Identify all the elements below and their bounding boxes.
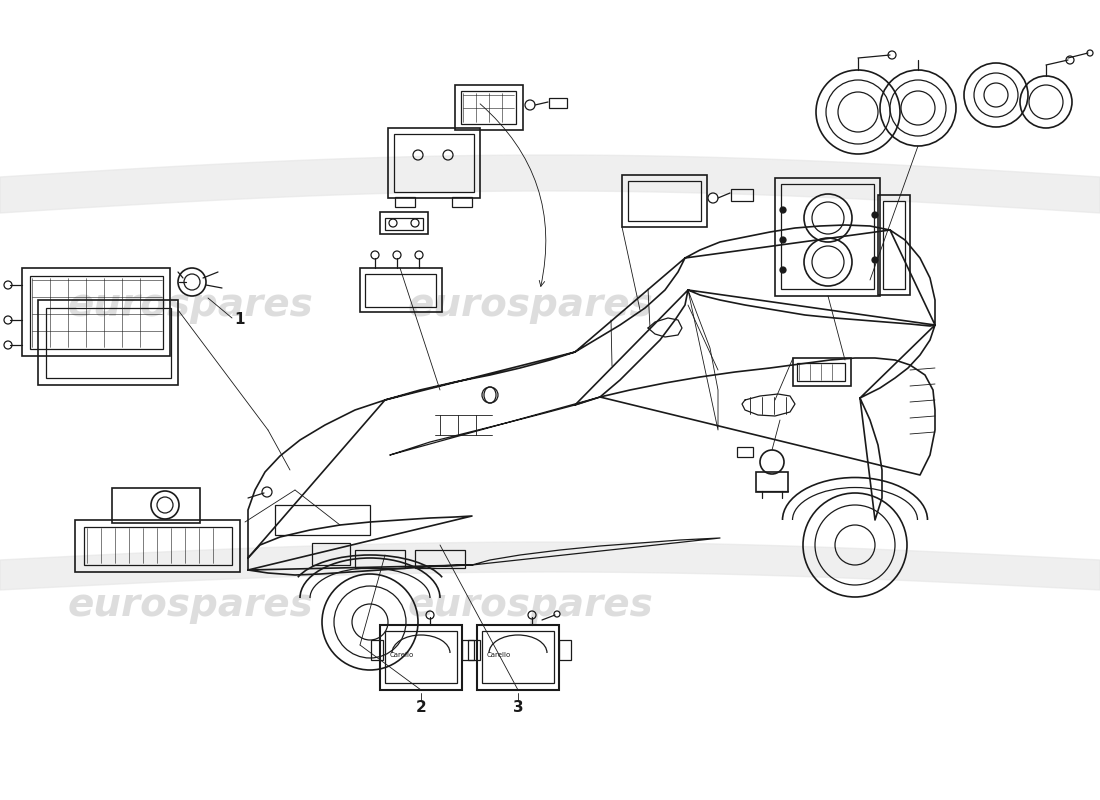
Bar: [371, 640, 383, 660]
Text: Carello: Carello: [389, 652, 414, 658]
Bar: [878, 195, 910, 295]
Bar: [112, 488, 200, 523]
Bar: [379, 625, 462, 690]
Bar: [360, 268, 442, 312]
Bar: [22, 268, 170, 356]
Bar: [84, 527, 232, 565]
Bar: [355, 550, 405, 568]
Bar: [621, 175, 707, 227]
Bar: [312, 543, 350, 565]
Bar: [385, 218, 424, 230]
Bar: [39, 300, 178, 385]
Bar: [461, 91, 516, 124]
Bar: [559, 640, 571, 660]
Bar: [756, 472, 788, 492]
Text: 1: 1: [234, 313, 245, 327]
Bar: [883, 201, 905, 289]
Bar: [415, 550, 465, 568]
Bar: [388, 128, 480, 198]
Bar: [798, 363, 845, 381]
Bar: [30, 276, 163, 349]
Circle shape: [780, 207, 786, 213]
Bar: [549, 98, 566, 108]
Circle shape: [780, 237, 786, 243]
Bar: [46, 308, 170, 378]
Bar: [455, 85, 522, 130]
Text: eurospares: eurospares: [407, 286, 653, 324]
Bar: [395, 197, 415, 207]
Text: Carello: Carello: [487, 652, 512, 658]
Text: 3: 3: [513, 699, 524, 714]
Bar: [781, 184, 875, 289]
Bar: [275, 505, 370, 535]
Text: 2: 2: [416, 699, 427, 714]
Bar: [482, 631, 554, 683]
Bar: [477, 625, 559, 690]
Circle shape: [780, 267, 786, 273]
Bar: [732, 189, 754, 201]
Text: eurospares: eurospares: [407, 586, 653, 624]
Bar: [737, 447, 754, 457]
Text: eurospares: eurospares: [67, 586, 312, 624]
Bar: [468, 640, 480, 660]
Bar: [75, 520, 240, 572]
Bar: [379, 212, 428, 234]
Circle shape: [872, 212, 878, 218]
Bar: [452, 197, 472, 207]
Text: eurospares: eurospares: [67, 286, 312, 324]
Circle shape: [872, 257, 878, 263]
Bar: [793, 358, 851, 386]
Bar: [365, 274, 436, 307]
Bar: [776, 178, 880, 296]
Bar: [394, 134, 474, 192]
Bar: [628, 181, 701, 221]
Bar: [462, 640, 474, 660]
Bar: [385, 631, 456, 683]
